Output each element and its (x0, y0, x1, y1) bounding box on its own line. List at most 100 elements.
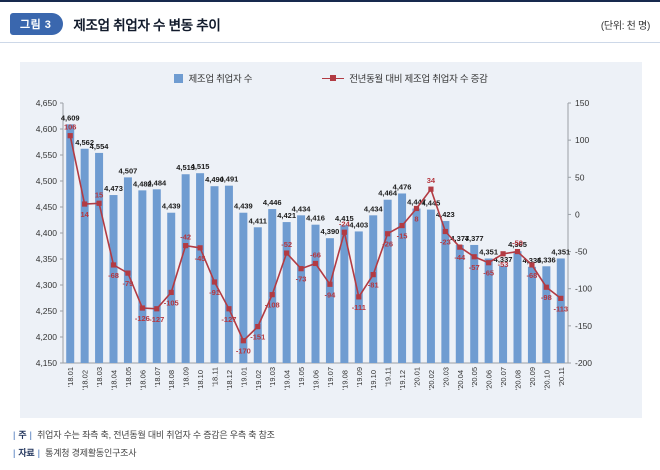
bar-label: 4,491 (220, 175, 239, 184)
bar-label: 4,415 (335, 214, 354, 223)
bar-'19.08 (340, 225, 349, 363)
line-marker-'18.04 (110, 262, 117, 268)
line-marker-'18.09 (183, 243, 189, 249)
bar-label: 4,484 (147, 178, 167, 187)
line-label: 34 (427, 176, 436, 185)
bar-label: 4,377 (450, 234, 469, 243)
line-label: -111 (352, 303, 366, 312)
bar-'18.07 (152, 189, 161, 363)
bar-label: 4,562 (75, 138, 94, 147)
bar-label: 4,403 (349, 220, 368, 229)
x-axis-label: '20.01 (413, 367, 422, 387)
x-axis-label: '18.01 (66, 367, 75, 387)
line-marker-'18.08 (168, 289, 174, 296)
line-marker-'20.01 (413, 205, 420, 212)
right-tick-label: -50 (575, 247, 588, 257)
line-label: -81 (368, 281, 379, 290)
line-label: 8 (414, 214, 418, 223)
bar-'20.05 (470, 244, 479, 363)
line-label: 106 (64, 123, 77, 132)
line-label: -65 (483, 269, 494, 278)
line-marker-'19.10 (370, 272, 376, 278)
employment-combo-chart: 4,650 4,600 4,550 4,500 4,450 4,400 4,350 4,300… (36, 98, 593, 390)
right-tick-label: -100 (575, 284, 592, 294)
bar-label: 4,351 (479, 247, 498, 256)
line-marker-'19.11 (385, 231, 391, 237)
line-marker-'19.12 (399, 222, 405, 229)
line-label: -105 (164, 298, 179, 307)
right-tick-label: 0 (575, 209, 580, 219)
x-axis-label: '19.02 (254, 370, 263, 390)
left-tick-label: 4,150 (36, 358, 58, 368)
bar-'20.11 (556, 258, 565, 363)
line-label: -57 (469, 263, 480, 272)
unit-label: (단위: 천 명) (600, 20, 650, 32)
right-tick-label: 150 (575, 98, 589, 108)
bar-'19.07 (325, 238, 334, 363)
x-axis-label: '19.08 (340, 370, 349, 390)
x-axis-label: '18.02 (81, 370, 90, 390)
figure-number-badge: 그림 3 (10, 13, 64, 35)
bar-'18.03 (95, 152, 104, 363)
line-marker-'19.05 (298, 266, 304, 272)
bar-'19.10 (369, 215, 378, 363)
line-label: 14 (80, 210, 89, 219)
left-tick-label: 4,350 (36, 254, 58, 264)
line-label: -52 (281, 240, 292, 249)
page-top-rule (0, 0, 660, 2)
bar-label: 4,476 (393, 182, 412, 191)
bar-label: 4,609 (61, 113, 80, 122)
line-marker-'20.05 (471, 254, 477, 260)
bar-label: 4,335 (523, 256, 542, 265)
bar-'19.04 (282, 222, 291, 363)
legend-line-label: 전년동월 대비 제조업 취업자 수 증감 (349, 74, 488, 85)
bar-label: 4,390 (321, 227, 340, 236)
line-label: -68 (108, 271, 119, 280)
bar-'20.02 (426, 209, 435, 363)
x-axis-label: '18.05 (124, 367, 133, 387)
x-axis-label: '18.07 (153, 367, 162, 387)
bar-label: 4,336 (537, 255, 556, 264)
bar-'20.01 (412, 208, 421, 363)
bar-'19.12 (398, 193, 407, 363)
left-tick-label: 4,400 (36, 228, 58, 238)
bar-label: 4,337 (494, 255, 513, 264)
line-marker-'20.07 (500, 251, 506, 257)
line-marker-'19.01 (240, 338, 246, 344)
line-marker-'18.07 (154, 306, 160, 312)
bar-label: 4,439 (162, 202, 181, 211)
line-label: -170 (236, 347, 251, 356)
x-axis-label: '18.10 (196, 370, 205, 390)
line-label: -108 (265, 301, 280, 310)
line-marker-'20.02 (428, 186, 434, 192)
line-marker-'19.03 (269, 292, 275, 298)
line-label: -113 (553, 304, 568, 313)
line-marker-'20.03 (442, 228, 448, 235)
x-axis-label: '19.09 (355, 367, 364, 387)
bar-'18.02 (80, 148, 89, 363)
note-remark-text: 취업자 수는 좌측 축, 전년동월 대비 취업자 수 증감은 우측 축 참조 (37, 430, 275, 440)
line-label: -23 (440, 238, 451, 247)
line-label: 15 (95, 190, 103, 199)
bar-'18.06 (138, 190, 147, 363)
line-marker-'18.01 (67, 133, 73, 139)
bar-label: 4,447 (407, 198, 426, 207)
x-axis-label: '19.12 (398, 370, 407, 390)
x-axis-label: '19.07 (326, 367, 335, 387)
note-source: | 자료 | 통계청 경제활동인구조사 (13, 448, 137, 458)
x-axis-label: '18.12 (225, 370, 234, 390)
bar-'19.01 (239, 212, 248, 363)
x-axis-label: '20.03 (441, 367, 450, 387)
bar-label: 4,445 (422, 199, 441, 208)
bar-'20.03 (441, 221, 450, 363)
line-marker-'20.04 (457, 244, 463, 250)
bar-label: 4,464 (378, 189, 398, 198)
x-axis-label: '18.08 (167, 370, 176, 390)
line-label: -66 (310, 250, 321, 259)
right-tick-label: 50 (575, 172, 585, 182)
bar-'18.10 (196, 173, 205, 363)
x-axis-label: '18.09 (182, 367, 191, 387)
x-axis-label: '20.05 (470, 367, 479, 387)
line-label: -68 (527, 271, 538, 280)
note-source-text: 통계청 경제활동인구조사 (45, 448, 137, 458)
